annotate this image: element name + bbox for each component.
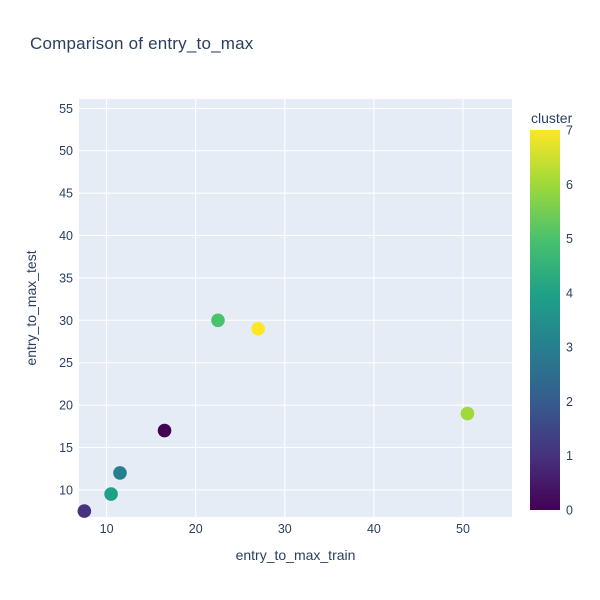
chart-title: Comparison of entry_to_max — [30, 34, 254, 53]
y-tick-label: 40 — [59, 229, 73, 243]
colorbar-tick-label: 5 — [566, 232, 573, 246]
y-tick-label: 10 — [59, 483, 73, 497]
colorbar-tick-label: 7 — [566, 124, 573, 138]
y-tick-label: 55 — [59, 102, 73, 116]
scatter-point-cluster-7[interactable] — [251, 321, 265, 336]
colorbar-tick-label: 1 — [566, 449, 573, 463]
colorbar-tick-label: 3 — [566, 341, 573, 355]
y-tick-label: 15 — [59, 441, 73, 455]
colorbar-tick-label: 0 — [566, 504, 573, 518]
y-tick-label: 30 — [59, 314, 73, 328]
colorbar — [530, 130, 560, 510]
y-tick-label: 20 — [59, 399, 73, 413]
scatter-point-cluster-5[interactable] — [211, 313, 225, 328]
y-axis-title: entry_to_max_test — [23, 250, 39, 365]
scatter-point-cluster-0[interactable] — [157, 423, 172, 438]
scatter-point-cluster-6[interactable] — [460, 406, 475, 421]
colorbar-tick-label: 6 — [566, 178, 573, 192]
y-tick-label: 50 — [59, 144, 73, 158]
x-tick-label: 30 — [278, 522, 292, 536]
colorbar-tick-label: 2 — [566, 395, 573, 409]
x-tick-label: 40 — [367, 522, 381, 536]
x-tick-label: 50 — [456, 522, 470, 536]
colorbar-tick-label: 4 — [566, 286, 573, 300]
x-tick-label: 20 — [189, 522, 203, 536]
scatter-point-cluster-1[interactable] — [77, 504, 92, 518]
y-tick-label: 25 — [59, 356, 73, 370]
x-axis-title: entry_to_max_train — [236, 547, 356, 563]
plot-background — [79, 99, 512, 517]
scatter-point-cluster-4[interactable] — [104, 487, 118, 501]
scatter-point-cluster-3[interactable] — [113, 466, 127, 480]
y-tick-label: 45 — [59, 187, 73, 201]
x-tick-label: 10 — [100, 522, 114, 536]
colorbar-title: cluster — [531, 110, 573, 126]
y-tick-label: 35 — [59, 271, 73, 285]
